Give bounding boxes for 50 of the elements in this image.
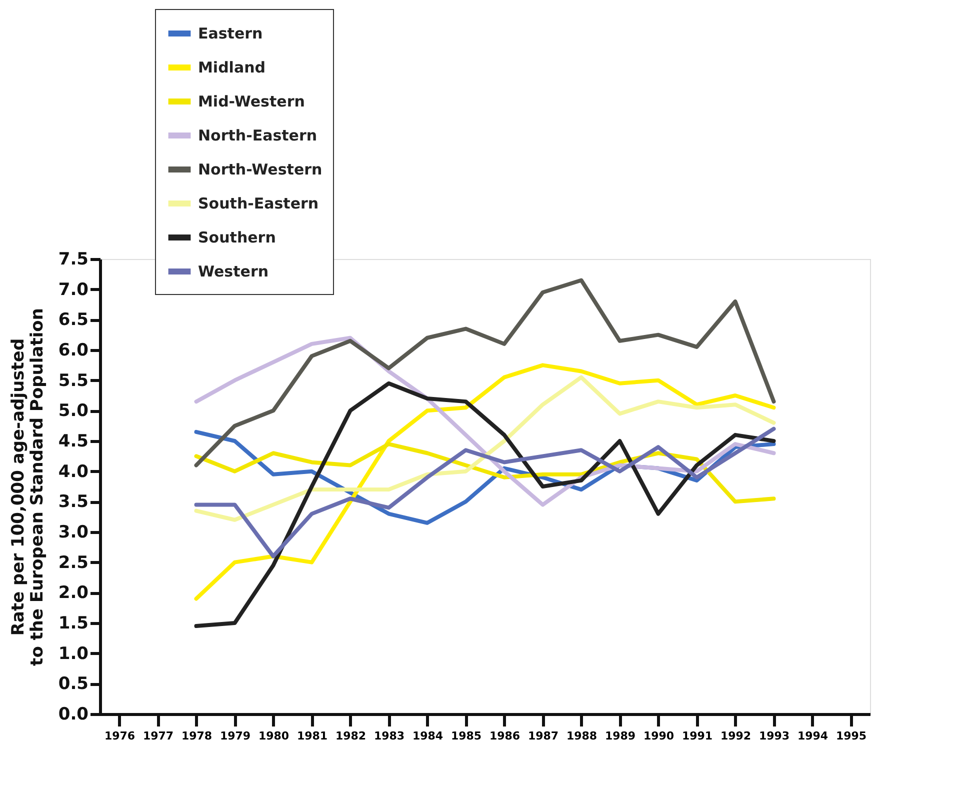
line-series xyxy=(194,278,776,468)
line-series xyxy=(194,363,776,601)
x-tick-label: 1990 xyxy=(643,730,674,742)
x-tick-label: 1980 xyxy=(258,730,290,742)
y-tick-label: 7.0 xyxy=(58,280,89,300)
y-tick-label: 6.5 xyxy=(58,310,88,330)
line-series xyxy=(194,426,776,558)
x-tick-label: 1985 xyxy=(450,730,482,742)
x-tick-label: 1977 xyxy=(142,730,174,742)
legend-label: North-Eastern xyxy=(198,126,318,144)
x-tick-label: 1988 xyxy=(566,730,598,742)
y-tick-label: 0.0 xyxy=(58,704,89,724)
x-tick-label: 1993 xyxy=(758,730,790,742)
x-tick-label: 1979 xyxy=(220,730,251,742)
y-tick-label: 2.5 xyxy=(58,552,88,573)
x-tick-label: 1982 xyxy=(335,730,366,742)
x-tick-label: 1994 xyxy=(797,730,828,742)
x-tick-label: 1978 xyxy=(181,730,212,742)
legend-label: North-Western xyxy=(198,160,322,178)
y-tick-label: 3.5 xyxy=(58,492,88,512)
y-tick-label: 2.0 xyxy=(58,583,89,604)
y-tick-label: 7.5 xyxy=(58,250,88,270)
x-tick-label: 1983 xyxy=(374,730,405,742)
y-tick-label: 1.0 xyxy=(58,644,89,664)
y-tick-label: 0.5 xyxy=(58,674,88,694)
x-tick-label: 1989 xyxy=(604,730,636,742)
y-tick-label: 5.5 xyxy=(58,370,88,391)
legend-label: South-Eastern xyxy=(198,194,319,212)
line-series xyxy=(194,375,776,522)
y-tick-label: 1.5 xyxy=(58,614,88,634)
y-tick-label: 5.0 xyxy=(58,401,89,422)
y-tick-label: 6.0 xyxy=(58,340,89,360)
legend-label: Midland xyxy=(198,58,266,76)
x-tick-label: 1995 xyxy=(836,730,867,742)
x-tick-label: 1984 xyxy=(412,730,444,742)
y-tick-label: 3.0 xyxy=(58,522,89,542)
y-tick-label: 4.0 xyxy=(58,462,89,482)
line-series xyxy=(194,381,776,628)
legend-label: Eastern xyxy=(198,24,263,42)
x-tick-label: 1981 xyxy=(296,730,328,742)
legend-label: Southern xyxy=(198,228,276,246)
y-axis-title: Rate per 100,000 age-adjusted to the European Standard Population xyxy=(8,308,48,666)
x-tick-label: 1986 xyxy=(489,730,520,742)
legend-label: Mid-Western xyxy=(198,92,305,110)
x-tick-label: 1991 xyxy=(682,730,713,742)
x-tick-label: 1976 xyxy=(104,730,136,742)
legend-label: Western xyxy=(198,262,269,280)
y-tick-label: 4.5 xyxy=(58,432,88,452)
x-tick-label: 1992 xyxy=(720,730,752,742)
x-tick-label: 1987 xyxy=(528,730,559,742)
